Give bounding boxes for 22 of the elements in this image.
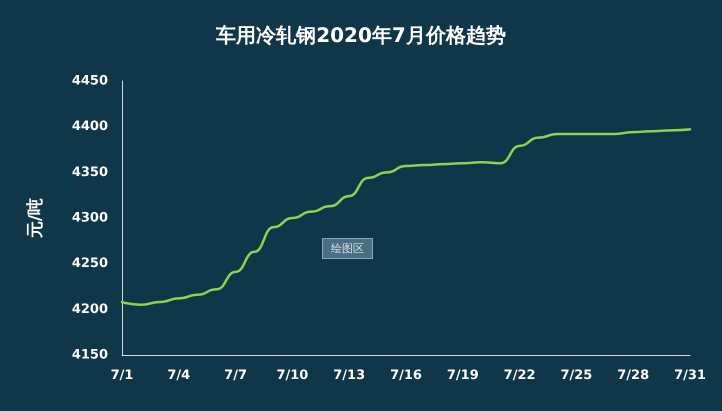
- x-tick-label: 7/22: [504, 368, 536, 383]
- x-tick-label: 7/4: [167, 368, 190, 383]
- x-tick-label: 7/13: [333, 368, 366, 383]
- x-tick-label: 7/28: [617, 368, 650, 383]
- y-tick-label: 4200: [72, 302, 108, 317]
- chart-title: 车用冷轧钢2020年7月价格趋势: [215, 23, 506, 47]
- y-tick-label: 4350: [72, 164, 108, 180]
- x-tick-label: 7/16: [390, 368, 422, 383]
- y-tick-label: 4400: [72, 119, 108, 134]
- x-tick-label: 7/31: [674, 368, 706, 383]
- y-axis-title: 元/吨: [26, 198, 46, 240]
- y-tick-label: 4450: [72, 74, 108, 88]
- x-tick-label: 7/10: [276, 368, 308, 383]
- x-tick-label: 7/7: [224, 368, 248, 383]
- x-tick-label: 7/19: [446, 368, 479, 383]
- y-tick-label: 4250: [72, 256, 108, 272]
- line-series: [120, 128, 692, 306]
- annotation: 绘图区: [331, 242, 364, 255]
- x-tick-label: 7/25: [560, 368, 592, 383]
- y-tick-label: 4300: [72, 210, 108, 226]
- x-tick-label: 7/1: [110, 368, 134, 383]
- y-tick-label: 4150: [72, 348, 108, 362]
